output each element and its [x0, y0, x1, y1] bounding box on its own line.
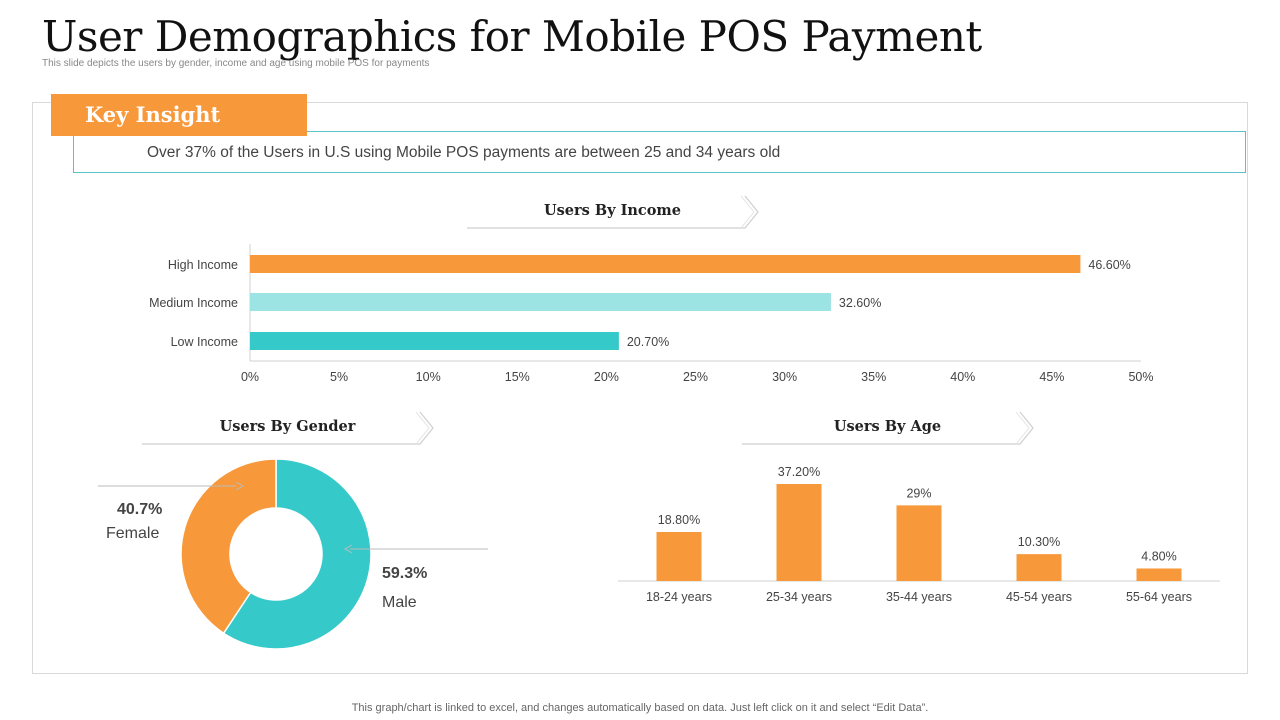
age-bar: [656, 531, 702, 581]
age-chart-title: Users By Age: [833, 418, 942, 435]
age-category-label: 25-34 years: [766, 590, 832, 604]
income-category-label: High Income: [168, 258, 238, 272]
income-value-label: 46.60%: [1088, 258, 1130, 272]
income-x-tick-label: 45%: [1039, 370, 1064, 384]
income-x-tick-label: 50%: [1128, 370, 1153, 384]
header-ribbon-shape: [742, 411, 1034, 445]
female-label: Female: [106, 525, 159, 542]
insight-text: Over 37% of the Users in U.S using Mobil…: [147, 144, 781, 161]
income-category-label: Medium Income: [149, 296, 238, 310]
income-x-tick-label: 15%: [505, 370, 530, 384]
age-value-label: 37.20%: [778, 465, 820, 479]
gender-chart-title: Users By Gender: [219, 418, 356, 435]
income-x-tick-label: 5%: [330, 370, 348, 384]
male-label: Male: [382, 594, 417, 611]
male-callout-arrowhead: [343, 544, 353, 554]
income-x-tick-label: 0%: [241, 370, 259, 384]
page-subtitle: This slide depicts the users by gender, …: [42, 58, 430, 69]
age-value-label: 29%: [906, 486, 931, 500]
income-chart-title: Users By Income: [543, 202, 681, 219]
income-x-tick-label: 10%: [416, 370, 441, 384]
age-bar: [1136, 568, 1182, 581]
income-x-tick-label: 40%: [950, 370, 975, 384]
income-bar: [250, 293, 831, 311]
income-category-label: Low Income: [171, 335, 238, 349]
income-value-label: 32.60%: [839, 296, 881, 310]
female-callout-arrowhead: [235, 481, 245, 491]
age-section-header: Users By Age: [740, 410, 1035, 446]
age-value-label: 10.30%: [1018, 535, 1060, 549]
key-insight-tag: Key Insight: [51, 94, 307, 136]
footer-note: This graph/chart is linked to excel, and…: [351, 702, 929, 714]
female-value-label: 40.7%: [117, 501, 162, 518]
income-x-tick-label: 35%: [861, 370, 886, 384]
age-category-label: 35-44 years: [886, 590, 952, 604]
income-x-tick-label: 25%: [683, 370, 708, 384]
male-slice: [222, 458, 372, 650]
age-category-label: 45-54 years: [1006, 590, 1072, 604]
gender-section-header: Users By Gender: [140, 410, 435, 446]
age-bar: [1016, 554, 1062, 581]
page-title: User Demographics for Mobile POS Payment: [42, 12, 982, 61]
income-bar: [250, 255, 1081, 273]
age-category-label: 55-64 years: [1126, 590, 1192, 604]
income-x-tick-label: 30%: [772, 370, 797, 384]
income-x-tick-label: 20%: [594, 370, 619, 384]
content-frame: [32, 102, 1248, 674]
income-section-header: Users By Income: [465, 194, 760, 230]
income-bar: [250, 332, 619, 350]
header-ribbon-shape: [467, 195, 759, 229]
age-value-label: 4.80%: [1141, 549, 1176, 563]
age-value-label: 18.80%: [658, 513, 700, 527]
age-bar: [896, 505, 942, 581]
income-value-label: 20.70%: [627, 335, 669, 349]
male-value-label: 59.3%: [382, 565, 427, 582]
age-category-label: 18-24 years: [646, 590, 712, 604]
insight-box: Over 37% of the Users in U.S using Mobil…: [73, 131, 1246, 173]
header-ribbon-shape: [142, 411, 434, 445]
female-slice: [180, 458, 277, 635]
age-bar: [776, 484, 822, 581]
